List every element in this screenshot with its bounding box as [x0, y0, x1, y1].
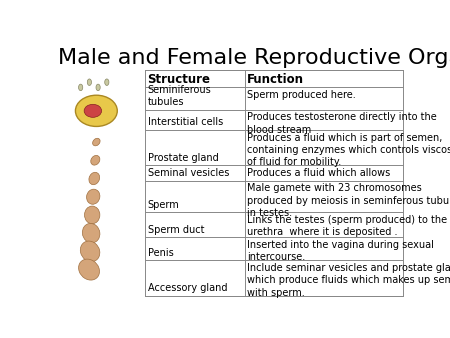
- Circle shape: [84, 104, 102, 117]
- Ellipse shape: [96, 84, 100, 91]
- Text: Sperm duct: Sperm duct: [148, 225, 204, 235]
- Text: Produces a fluid which is part of semen,
containing enzymes which controls visco: Produces a fluid which is part of semen,…: [247, 132, 450, 167]
- Text: Function: Function: [247, 73, 304, 86]
- Text: Links the testes (sperm produced) to the
urethra  where it is deposited .: Links the testes (sperm produced) to the…: [247, 215, 447, 237]
- Text: Penis: Penis: [148, 248, 173, 258]
- Ellipse shape: [82, 223, 100, 243]
- Text: Seminiferous
tubules: Seminiferous tubules: [148, 85, 211, 107]
- Text: Interstitial cells: Interstitial cells: [148, 117, 223, 127]
- Ellipse shape: [79, 84, 83, 91]
- Ellipse shape: [85, 206, 100, 224]
- Text: Produces a fluid which allows: Produces a fluid which allows: [247, 168, 390, 178]
- Text: Structure: Structure: [148, 73, 211, 86]
- Text: Male and Female Reproductive Organs: Male and Female Reproductive Organs: [58, 48, 450, 68]
- Ellipse shape: [89, 172, 99, 185]
- Text: Seminal vesicles: Seminal vesicles: [148, 168, 229, 178]
- Text: Sperm: Sperm: [148, 199, 180, 210]
- Ellipse shape: [79, 259, 99, 280]
- Text: Include seminar vesicles and prostate gland
which produce fluids which makes up : Include seminar vesicles and prostate gl…: [247, 263, 450, 297]
- Ellipse shape: [87, 79, 91, 86]
- Text: Produces testosterone directly into the
blood stream: Produces testosterone directly into the …: [247, 112, 437, 135]
- Ellipse shape: [81, 241, 100, 262]
- Text: Accessory gland: Accessory gland: [148, 283, 227, 293]
- Ellipse shape: [86, 189, 100, 204]
- Text: Male gamete with 23 chromosomes
produced by meiosis in seminferous tubules
in te: Male gamete with 23 chromosomes produced…: [247, 183, 450, 218]
- Text: Prostate gland: Prostate gland: [148, 153, 218, 163]
- Ellipse shape: [93, 138, 100, 146]
- Text: Inserted into the vagina during sexual
intercourse.: Inserted into the vagina during sexual i…: [247, 240, 434, 262]
- Bar: [145, 71, 403, 296]
- Ellipse shape: [91, 155, 100, 165]
- Circle shape: [76, 95, 117, 126]
- Text: Sperm produced here.: Sperm produced here.: [247, 90, 356, 99]
- Ellipse shape: [105, 79, 109, 86]
